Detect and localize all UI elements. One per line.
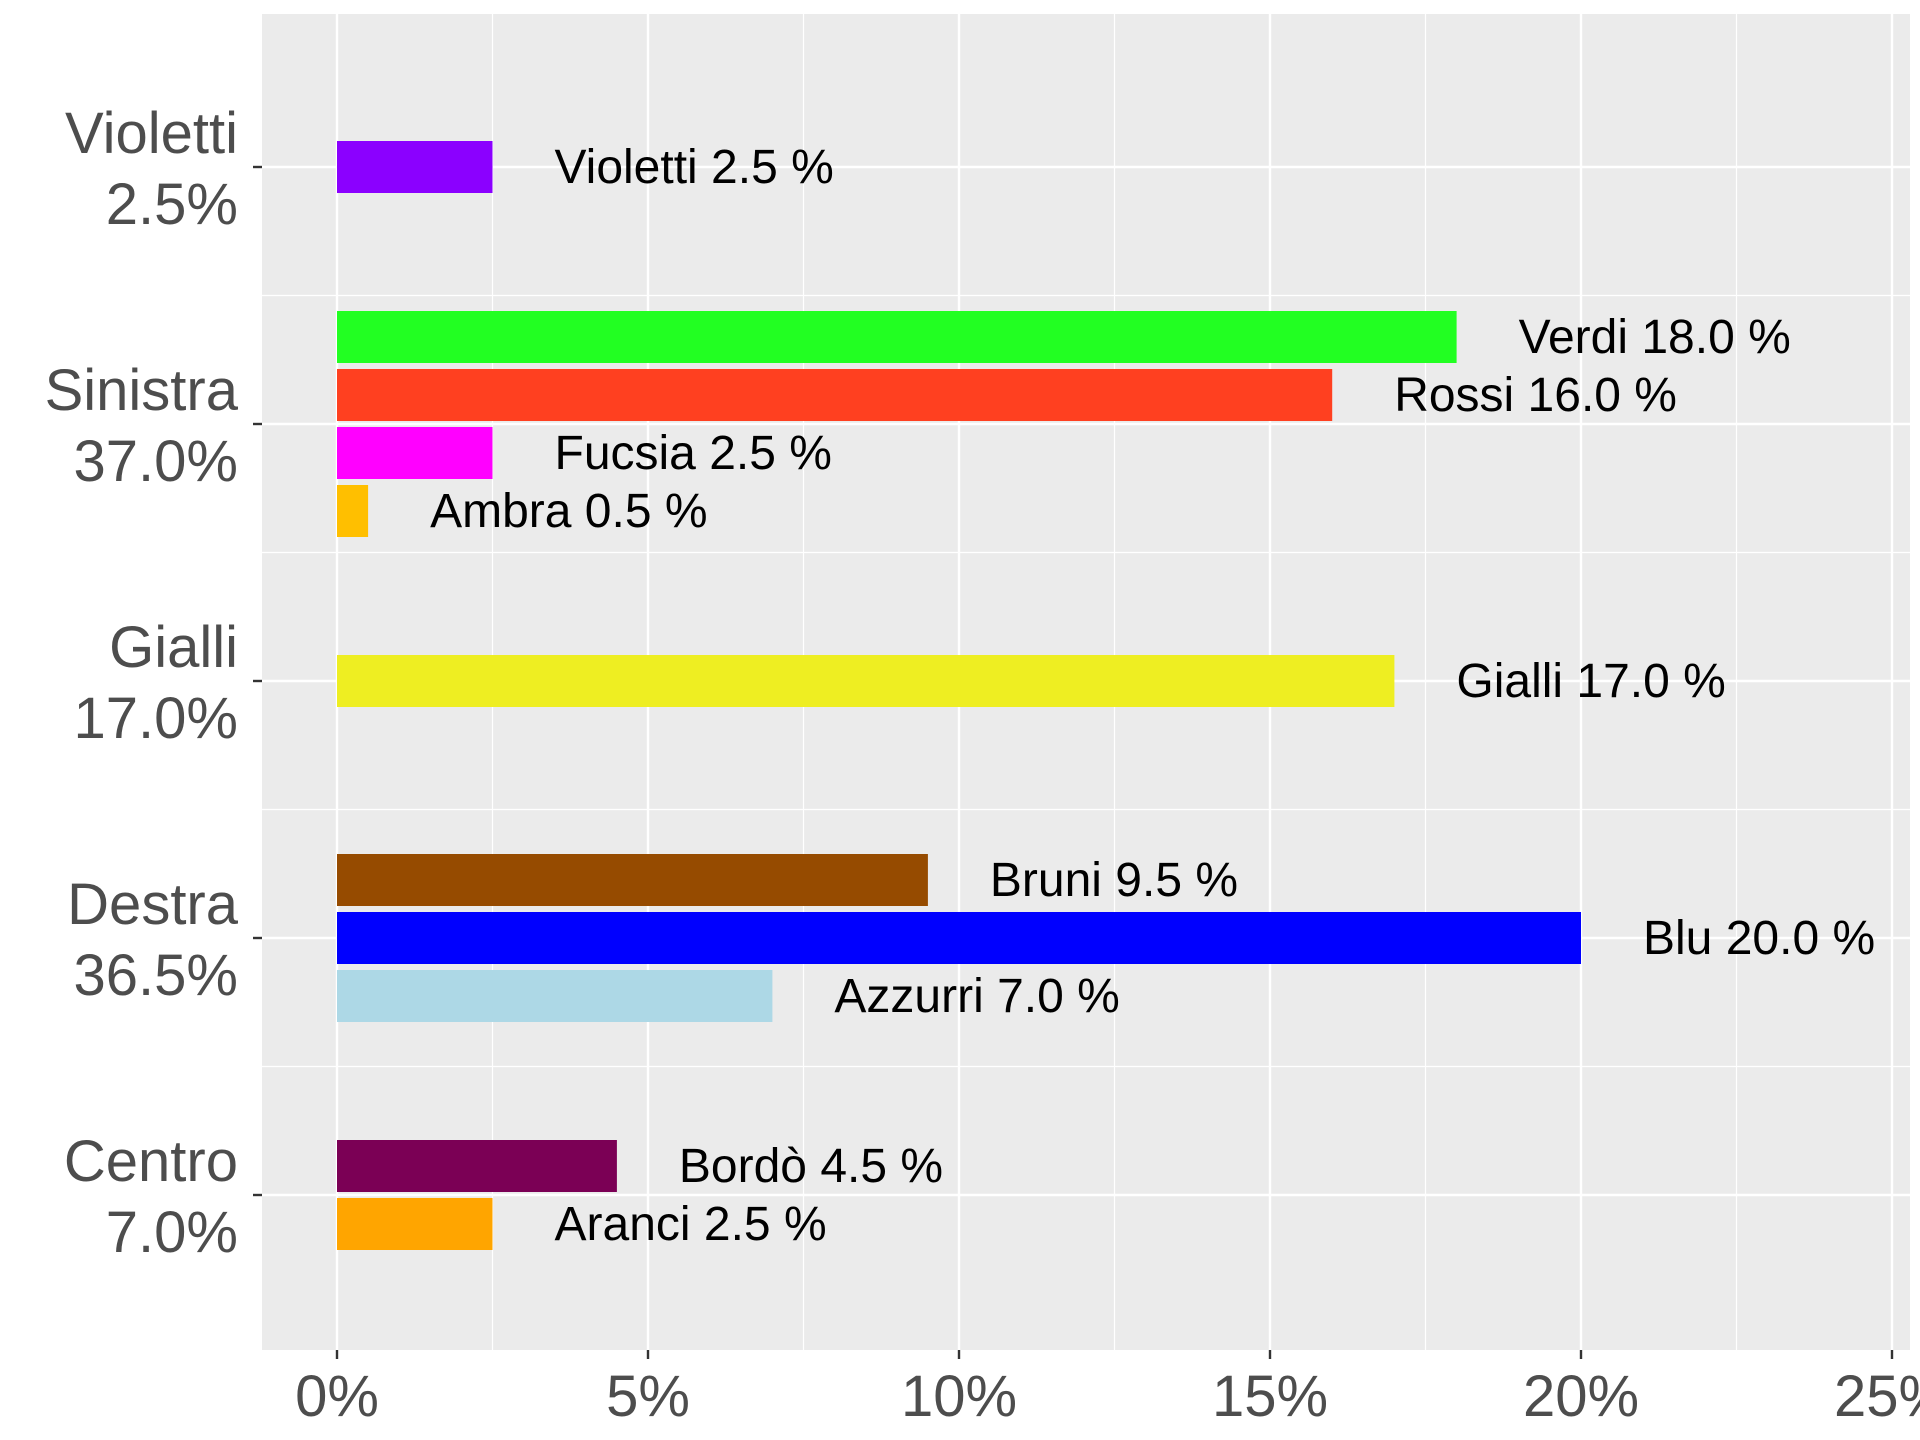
y-tick-label-total: 37.0% <box>74 429 238 494</box>
x-tick-label: 25% <box>1834 1364 1920 1429</box>
y-tick-label-total: 17.0% <box>74 686 238 751</box>
bar-label: Ambra 0.5 % <box>430 485 707 538</box>
y-tick-label-name: Centro <box>64 1129 238 1194</box>
bar-azzurri <box>337 970 773 1022</box>
x-tick-label: 15% <box>1212 1364 1328 1429</box>
x-tick-label: 5% <box>606 1364 690 1429</box>
x-tick-label: 20% <box>1523 1364 1639 1429</box>
bar-label: Fucsia 2.5 % <box>555 427 832 480</box>
x-tick-label: 10% <box>901 1364 1017 1429</box>
bar-label: Blu 20.0 % <box>1643 912 1875 965</box>
y-tick-label-name: Violetti <box>65 101 238 166</box>
y-tick-label-total: 2.5% <box>106 172 238 237</box>
bar-labels: Violetti 2.5 % Verdi 18.0 %Rossi 16.0 % Fu… <box>430 141 1875 1251</box>
y-tick-label-name: Sinistra <box>45 358 239 423</box>
bar-rossi <box>337 369 1333 421</box>
bar-label: Gialli 17.0 % <box>1456 655 1725 708</box>
bar-gialli <box>337 655 1395 707</box>
bar-violetti <box>337 141 493 193</box>
x-axis: 0% 5% 10% 15% 20% 25% <box>295 1350 1920 1429</box>
x-tick-label: 0% <box>295 1364 379 1429</box>
bar-aranci <box>337 1198 493 1250</box>
bar-label: Violetti 2.5 % <box>555 141 834 194</box>
bars <box>337 141 1581 1250</box>
bar-fucsia <box>337 427 493 479</box>
y-tick-label-total: 7.0% <box>106 1200 238 1265</box>
bar-blu <box>337 912 1581 964</box>
y-tick-label-total: 36.5% <box>74 943 238 1008</box>
bar-bord- <box>337 1140 617 1192</box>
bar-verdi <box>337 311 1457 363</box>
bar-label: Azzurri 7.0 % <box>834 970 1119 1023</box>
bar-label: Bruni 9.5 % <box>990 854 1238 907</box>
bar-label: Aranci 2.5 % <box>555 1198 827 1251</box>
y-tick-label-name: Gialli <box>109 615 238 680</box>
bar-ambra <box>337 485 369 537</box>
bar-bruni <box>337 854 928 906</box>
y-tick-label-name: Destra <box>67 872 239 937</box>
bar-label: Rossi 16.0 % <box>1394 369 1677 422</box>
bar-label: Bordò 4.5 % <box>679 1140 943 1193</box>
bar-label: Verdi 18.0 % <box>1519 311 1791 364</box>
